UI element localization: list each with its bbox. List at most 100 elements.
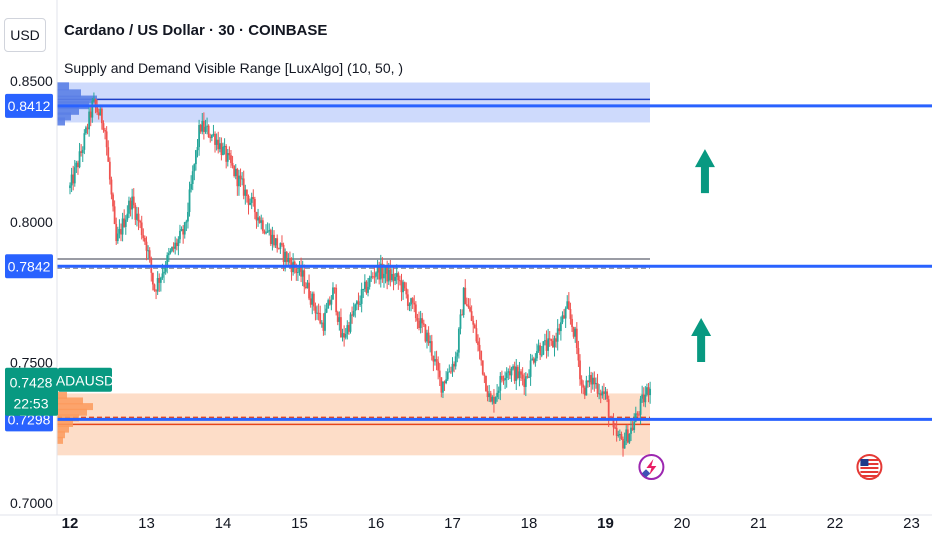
candle-body xyxy=(467,305,470,308)
candle-body xyxy=(231,162,234,166)
candle-body xyxy=(534,358,537,363)
candle-body xyxy=(333,287,336,289)
candle-body xyxy=(142,235,145,238)
candle-body xyxy=(469,307,471,312)
candle-body xyxy=(183,222,186,235)
level-price-tag[interactable] xyxy=(5,93,53,118)
candle-body xyxy=(614,427,616,429)
candle-body xyxy=(153,284,156,291)
candle-body xyxy=(477,341,479,345)
us-flag-icon[interactable] xyxy=(856,454,883,480)
candle-body xyxy=(397,273,400,281)
candle-body xyxy=(596,382,599,394)
candle-body xyxy=(359,303,361,305)
candle-body xyxy=(566,301,569,309)
candle-body xyxy=(626,429,629,443)
candle-body xyxy=(360,289,363,304)
candle-body xyxy=(630,427,632,434)
candle-body xyxy=(550,339,553,341)
x-tick-label: 23 xyxy=(903,515,920,532)
candle-body xyxy=(209,137,212,139)
symbol-title[interactable]: Cardano / US Dollar · 30 · COINBASE xyxy=(64,22,328,39)
candle-body xyxy=(276,238,279,249)
candle-body xyxy=(633,421,636,431)
candle-body xyxy=(634,413,637,422)
candle-body xyxy=(277,248,280,250)
candle-body xyxy=(424,324,427,342)
lightning-icon[interactable] xyxy=(638,454,665,480)
arrow-up-shape xyxy=(694,149,715,194)
candle-body xyxy=(561,315,564,323)
candle-body xyxy=(442,381,444,393)
candle-body xyxy=(641,394,644,399)
candle-body xyxy=(100,108,103,124)
candle-body xyxy=(488,393,491,398)
candle-body xyxy=(603,391,605,394)
candle-body xyxy=(615,427,618,436)
x-tick-label: 22 xyxy=(827,515,844,532)
candle-body xyxy=(567,301,570,310)
candle-body xyxy=(110,179,113,195)
candle-body xyxy=(284,251,287,263)
candle-body xyxy=(309,298,312,305)
candle-body xyxy=(163,271,165,274)
candle-body xyxy=(335,287,338,313)
current-price-tag[interactable] xyxy=(5,367,58,416)
indicator-legend[interactable]: Supply and Demand Visible Range [LuxAlgo… xyxy=(64,60,404,76)
candle-body xyxy=(311,293,314,305)
candle-body xyxy=(462,287,465,316)
candle-body xyxy=(386,267,389,282)
candle-body xyxy=(585,380,588,396)
candle-body xyxy=(427,332,430,344)
candle-body xyxy=(599,393,602,396)
candle-body xyxy=(118,229,121,234)
candle-body xyxy=(188,189,191,213)
candle-body xyxy=(77,162,79,168)
candle-body xyxy=(161,273,164,278)
candle-body xyxy=(421,318,424,324)
candle-body xyxy=(89,111,92,118)
candle-body xyxy=(473,324,476,329)
candle-body xyxy=(199,125,202,132)
candle-body xyxy=(332,287,334,300)
candle-body xyxy=(528,376,530,378)
candle-body xyxy=(104,130,106,132)
candle-body xyxy=(265,232,267,234)
candle-body xyxy=(485,375,487,392)
candle-body xyxy=(587,380,589,383)
y-tick-label: 0.8500 xyxy=(10,73,53,89)
symbol-tag-label: ADAUSD xyxy=(56,373,114,389)
level-price-tag-label: 0.7842 xyxy=(8,258,51,274)
candle-body xyxy=(107,147,110,162)
candle-body xyxy=(461,314,463,316)
candle-body xyxy=(520,371,522,375)
candle-body xyxy=(281,243,283,245)
x-tick-label: 13 xyxy=(138,515,155,532)
candle-body xyxy=(233,165,236,177)
currency-unit-button[interactable]: USD xyxy=(4,18,46,52)
candle-body xyxy=(622,438,624,449)
candle-body xyxy=(646,387,648,395)
candle-body xyxy=(282,244,285,263)
candle-body xyxy=(195,150,197,165)
level-price-tag[interactable] xyxy=(5,254,53,279)
candle-body xyxy=(638,414,640,416)
candle-body xyxy=(261,220,264,232)
candle-body xyxy=(598,393,601,395)
candle-body xyxy=(88,111,91,130)
candle-body xyxy=(137,213,140,222)
candle-body xyxy=(206,125,208,127)
candle-body xyxy=(179,230,181,240)
candle-body xyxy=(371,276,374,278)
candle-body xyxy=(478,344,481,351)
candle-body xyxy=(269,230,272,245)
symbol-tag[interactable] xyxy=(58,367,112,392)
candle-body xyxy=(403,282,406,289)
candle-body xyxy=(457,328,460,353)
candle-body xyxy=(94,99,97,107)
lightning-bolt xyxy=(646,459,657,475)
candle-body xyxy=(346,325,349,334)
candle-body xyxy=(454,356,457,367)
